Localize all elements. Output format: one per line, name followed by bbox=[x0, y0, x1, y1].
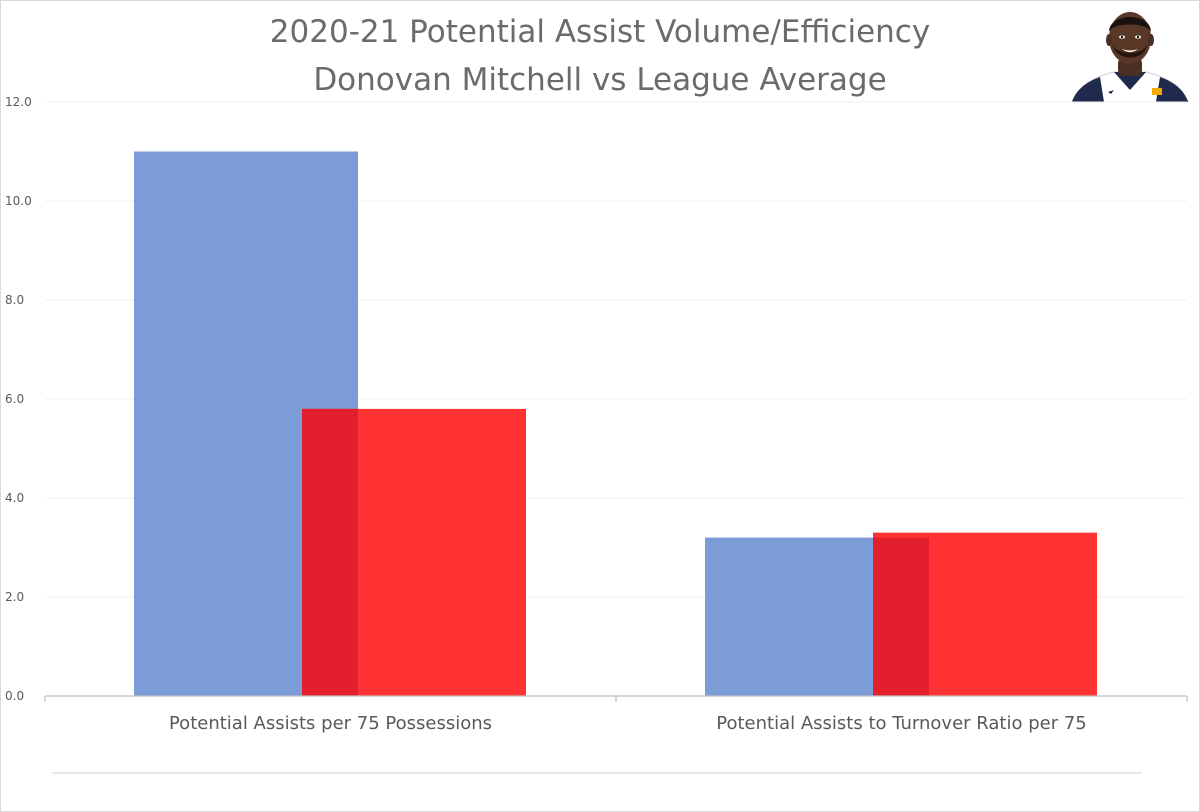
chart-title-line-1: 2020-21 Potential Assist Volume/Efficien… bbox=[269, 14, 931, 50]
bars bbox=[134, 151, 1097, 696]
x-category-label: Potential Assists per 75 Possessions bbox=[169, 713, 492, 734]
y-tick-label: 4.0 bbox=[5, 491, 24, 505]
axes bbox=[44, 695, 1188, 774]
chart-title: 2020-21 Potential Assist Volume/Efficien… bbox=[0, 8, 1200, 104]
y-tick-label: 2.0 bbox=[5, 590, 24, 604]
y-tick-label: 0.0 bbox=[5, 689, 24, 703]
y-tick-label: 6.0 bbox=[5, 392, 24, 406]
x-category-label: Potential Assists to Turnover Ratio per … bbox=[716, 713, 1086, 734]
y-tick-label: 12.0 bbox=[5, 95, 32, 109]
chart-title-line-2: Donovan Mitchell vs League Average bbox=[313, 62, 887, 98]
bar-overlap bbox=[302, 408, 358, 696]
y-tick-label: 10.0 bbox=[5, 194, 32, 208]
axis-labels: 0.0 2.0 4.0 6.0 8.0 10.0 12.0 Potential Assists… bbox=[5, 95, 1087, 734]
y-tick-label: 8.0 bbox=[5, 293, 24, 307]
bar-overlap bbox=[873, 537, 929, 696]
player-headshot-icon bbox=[1071, 12, 1189, 102]
